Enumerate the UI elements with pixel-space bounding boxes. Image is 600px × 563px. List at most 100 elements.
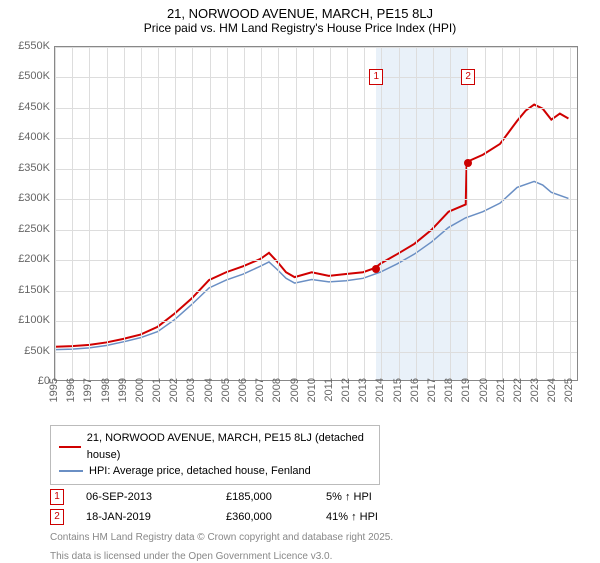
x-axis-label: 2001 — [151, 378, 163, 408]
gridline-h — [55, 169, 577, 170]
chart-lines — [55, 47, 577, 380]
sale-marker-1: 1 — [369, 69, 383, 85]
x-axis-label: 2000 — [134, 378, 146, 408]
gridline-v — [210, 47, 211, 380]
gridline-v — [89, 47, 90, 380]
footer-line-1: Contains HM Land Registry data © Crown c… — [50, 531, 592, 544]
x-axis-label: 2008 — [271, 378, 283, 408]
x-axis-label: 2007 — [254, 378, 266, 408]
gridline-v — [330, 47, 331, 380]
sale-price: £185,000 — [226, 491, 326, 503]
x-axis-label: 2019 — [460, 378, 472, 408]
sale-date: 06-SEP-2013 — [86, 491, 226, 503]
x-axis-label: 2018 — [443, 378, 455, 408]
gridline-v — [485, 47, 486, 380]
gridline-v — [313, 47, 314, 380]
gridline-h — [55, 230, 577, 231]
sale-pct: 5% ↑ HPI — [326, 491, 426, 503]
gridline-h — [55, 47, 577, 48]
sale-marker-2: 2 — [461, 69, 475, 85]
gridline-v — [175, 47, 176, 380]
y-axis-label: £100K — [18, 314, 50, 326]
x-axis-label: 2004 — [203, 378, 215, 408]
gridline-v — [381, 47, 382, 380]
gridline-v — [519, 47, 520, 380]
sale-dot — [372, 265, 380, 273]
x-axis-label: 2024 — [546, 378, 558, 408]
gridline-v — [347, 47, 348, 380]
gridline-h — [55, 77, 577, 78]
gridline-v — [244, 47, 245, 380]
y-axis-label: £550K — [18, 40, 50, 52]
legend-label: HPI: Average price, detached house, Fenl… — [89, 463, 311, 480]
legend-swatch — [59, 470, 83, 472]
legend-swatch — [59, 446, 81, 448]
sale-row-marker: 2 — [50, 509, 64, 525]
gridline-v — [55, 47, 56, 380]
x-axis-label: 2016 — [409, 378, 421, 408]
y-axis-label: £450K — [18, 101, 50, 113]
gridline-h — [55, 321, 577, 322]
y-axis-label: £250K — [18, 223, 50, 235]
gridline-v — [124, 47, 125, 380]
y-axis-label: £400K — [18, 131, 50, 143]
x-axis-label: 2010 — [306, 378, 318, 408]
gridline-v — [570, 47, 571, 380]
x-axis-label: 2002 — [168, 378, 180, 408]
gridline-h — [55, 199, 577, 200]
chart-area: 12 £0£50K£100K£150K£200K£250K£300K£350K£… — [12, 41, 592, 421]
x-axis-label: 2009 — [289, 378, 301, 408]
sale-row: 1 06-SEP-2013£185,0005% ↑ HPI — [50, 489, 592, 505]
gridline-v — [467, 47, 468, 380]
gridline-v — [227, 47, 228, 380]
x-axis-label: 2011 — [323, 378, 335, 408]
gridline-v — [158, 47, 159, 380]
x-axis-label: 2013 — [357, 378, 369, 408]
gridline-h — [55, 260, 577, 261]
gridline-v — [553, 47, 554, 380]
gridline-v — [536, 47, 537, 380]
y-axis-label: £200K — [18, 253, 50, 265]
gridline-h — [55, 108, 577, 109]
sale-price: £360,000 — [226, 511, 326, 523]
series-property — [55, 105, 568, 347]
gridline-v — [278, 47, 279, 380]
x-axis-label: 1997 — [82, 378, 94, 408]
legend-label: 21, NORWOOD AVENUE, MARCH, PE15 8LJ (det… — [87, 430, 371, 463]
x-axis-label: 2020 — [478, 378, 490, 408]
y-axis-label: £300K — [18, 192, 50, 204]
footer-line-2: This data is licensed under the Open Gov… — [50, 550, 592, 563]
series-hpi — [55, 181, 568, 349]
gridline-v — [261, 47, 262, 380]
sale-row: 218-JAN-2019£360,00041% ↑ HPI — [50, 509, 592, 525]
x-axis-label: 2003 — [185, 378, 197, 408]
x-axis-label: 1999 — [117, 378, 129, 408]
x-axis-label: 2006 — [237, 378, 249, 408]
gridline-v — [296, 47, 297, 380]
sale-pct: 41% ↑ HPI — [326, 511, 426, 523]
gridline-v — [364, 47, 365, 380]
gridline-v — [416, 47, 417, 380]
x-axis-label: 2014 — [374, 378, 386, 408]
gridline-v — [450, 47, 451, 380]
x-axis-label: 2012 — [340, 378, 352, 408]
gridline-h — [55, 138, 577, 139]
chart-title: 21, NORWOOD AVENUE, MARCH, PE15 8LJ — [8, 6, 592, 21]
x-axis-label: 2025 — [563, 378, 575, 408]
gridline-v — [502, 47, 503, 380]
sale-row-marker: 1 — [50, 489, 64, 505]
gridline-v — [72, 47, 73, 380]
y-axis-label: £350K — [18, 162, 50, 174]
sale-dot — [464, 159, 472, 167]
legend-item: HPI: Average price, detached house, Fenl… — [59, 463, 371, 480]
gridline-v — [192, 47, 193, 380]
x-axis-label: 2017 — [426, 378, 438, 408]
x-axis-label: 1998 — [100, 378, 112, 408]
gridline-v — [141, 47, 142, 380]
gridline-v — [399, 47, 400, 380]
x-axis-label: 1995 — [48, 378, 60, 408]
x-axis-label: 2023 — [529, 378, 541, 408]
gridline-v — [433, 47, 434, 380]
chart-subtitle: Price paid vs. HM Land Registry's House … — [8, 21, 592, 35]
legend-item: 21, NORWOOD AVENUE, MARCH, PE15 8LJ (det… — [59, 430, 371, 463]
